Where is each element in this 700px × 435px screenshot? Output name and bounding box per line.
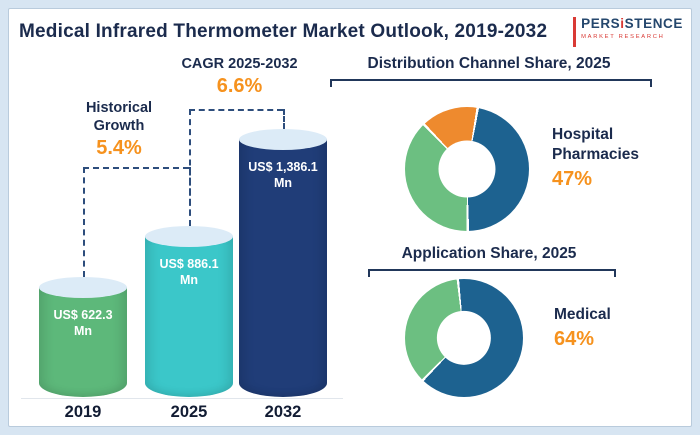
distribution-channel-donut: [405, 107, 529, 231]
bar-2032: US$ 1,386.1 Mn: [239, 129, 327, 397]
bar-body: [239, 139, 327, 397]
logo-accent-bar: [573, 17, 577, 47]
application-share-donut: [405, 279, 523, 397]
logo-text: PERSiSTENCE MARKET RESEARCH: [581, 16, 683, 40]
bar-cap: [39, 277, 127, 298]
cagr-annotation: CAGR 2025-2032 6.6%: [167, 55, 312, 98]
donut-hole: [438, 140, 496, 198]
bar-body: [39, 287, 127, 397]
distribution-channel-bracket: [330, 79, 652, 87]
callout-value: 47%: [552, 168, 593, 191]
bar-2019: US$ 622.3 Mn: [39, 277, 127, 397]
page-title: Medical Infrared Thermometer Market Outl…: [19, 21, 548, 42]
callout-label: Medical: [554, 306, 611, 323]
x-axis-label: 2019: [64, 403, 102, 421]
bar-2025: US$ 886.1 Mn: [145, 226, 233, 397]
annotation-value: 6.6%: [216, 75, 263, 98]
annotation-label: Historical Growth: [85, 100, 153, 135]
connector-line: [189, 109, 283, 111]
connector-line: [83, 167, 189, 169]
bar-value-label: US$ 1,386.1 Mn: [248, 160, 318, 191]
logo-part1: PERS: [581, 16, 621, 31]
connector-line: [283, 109, 285, 129]
distribution-channel-callout: Hospital Pharmacies 47%: [552, 125, 662, 191]
logo-part3: STENCE: [624, 16, 683, 31]
annotation-value: 5.4%: [96, 137, 142, 160]
x-axis-line: [21, 398, 343, 399]
bar-cap: [239, 129, 327, 150]
historical-growth-annotation: Historical Growth 5.4%: [54, 99, 184, 160]
logo-subtitle: MARKET RESEARCH: [581, 33, 665, 40]
donut-hole: [436, 310, 492, 366]
connector-line: [189, 109, 191, 226]
x-axis-label: 2032: [264, 403, 302, 421]
x-axis-label: 2025: [170, 403, 208, 421]
logo-wordmark: PERSiSTENCE: [581, 16, 683, 32]
logo-part2: i: [620, 16, 625, 31]
application-share-callout: Medical 64%: [554, 305, 664, 351]
callout-value: 64%: [554, 328, 595, 351]
bar-value-label: US$ 886.1 Mn: [159, 257, 219, 288]
callout-label: Hospital Pharmacies: [552, 126, 640, 164]
application-share-bracket: [368, 269, 616, 277]
brand-logo: PERSiSTENCE MARKET RESEARCH: [573, 16, 683, 47]
card: Medical Infrared Thermometer Market Outl…: [8, 8, 692, 427]
application-share-title: Application Share, 2025: [401, 245, 577, 262]
bar-chart: US$ 622.3 Mn 2019 US$ 886.1 Mn 2025 US$ 1,38…: [9, 9, 691, 426]
annotation-label: CAGR 2025-2032: [181, 56, 298, 72]
bar-body: [145, 236, 233, 397]
bar-value-label: US$ 622.3 Mn: [53, 308, 113, 339]
distribution-channel-title: Distribution Channel Share, 2025: [367, 55, 611, 72]
bar-cap: [145, 226, 233, 247]
connector-line: [83, 167, 85, 277]
